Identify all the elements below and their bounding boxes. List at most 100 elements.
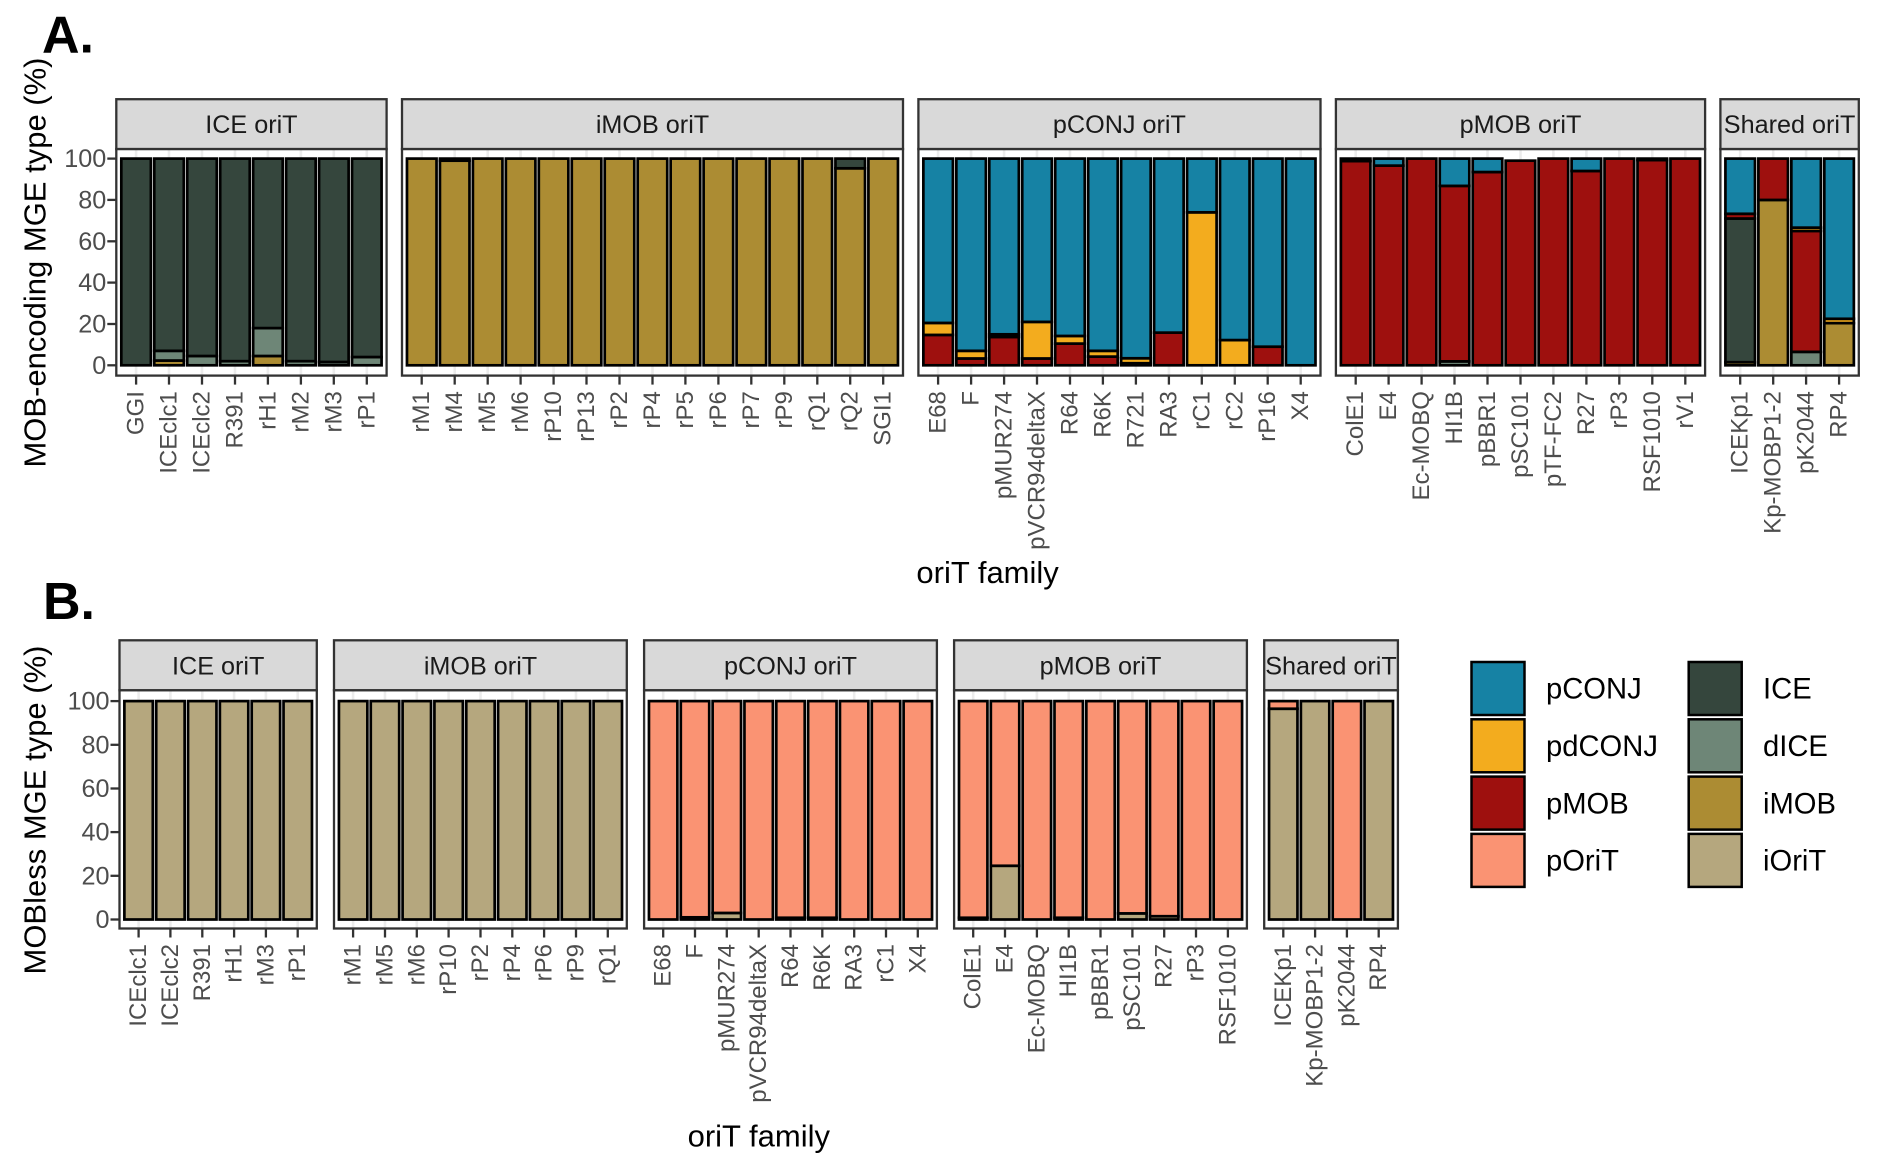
svg-text:HI1B: HI1B bbox=[1055, 944, 1082, 997]
svg-text:ICEKp1: ICEKp1 bbox=[1727, 391, 1754, 474]
svg-text:F: F bbox=[681, 944, 708, 959]
svg-text:Shared oriT: Shared oriT bbox=[1265, 652, 1397, 680]
svg-text:pTF-FC2: pTF-FC2 bbox=[1540, 391, 1567, 487]
svg-text:rQ1: rQ1 bbox=[594, 944, 621, 984]
svg-text:rP16: rP16 bbox=[1254, 391, 1281, 442]
svg-text:40: 40 bbox=[81, 819, 109, 847]
svg-text:iMOB oriT: iMOB oriT bbox=[424, 652, 537, 680]
svg-text:pdCONJ: pdCONJ bbox=[1546, 731, 1658, 763]
svg-text:ColE1: ColE1 bbox=[960, 944, 987, 1009]
svg-text:rP6: rP6 bbox=[705, 391, 732, 428]
svg-text:rQ2: rQ2 bbox=[837, 391, 864, 431]
svg-text:ICEclc2: ICEclc2 bbox=[188, 391, 215, 474]
svg-text:rP6: rP6 bbox=[531, 944, 558, 981]
svg-text:ICEKp1: ICEKp1 bbox=[1270, 944, 1297, 1027]
svg-text:ICEclc2: ICEclc2 bbox=[157, 944, 184, 1027]
svg-text:RA3: RA3 bbox=[1155, 391, 1182, 438]
svg-text:pMOB oriT: pMOB oriT bbox=[1040, 652, 1162, 680]
svg-text:pK2044: pK2044 bbox=[1333, 944, 1360, 1027]
svg-text:rV1: rV1 bbox=[1672, 391, 1699, 428]
svg-text:rM2: rM2 bbox=[287, 391, 314, 432]
svg-text:rC1: rC1 bbox=[872, 944, 899, 983]
svg-text:pSC101: pSC101 bbox=[1119, 944, 1146, 1031]
svg-text:rP1: rP1 bbox=[284, 944, 311, 981]
svg-text:60: 60 bbox=[78, 228, 106, 256]
svg-text:pBBR1: pBBR1 bbox=[1474, 391, 1501, 467]
svg-text:rM3: rM3 bbox=[320, 391, 347, 432]
svg-text:rM5: rM5 bbox=[371, 944, 398, 985]
svg-text:dICE: dICE bbox=[1763, 731, 1828, 763]
svg-text:rM1: rM1 bbox=[340, 944, 367, 985]
svg-text:MOBless MGE type (%): MOBless MGE type (%) bbox=[18, 646, 53, 975]
svg-text:pMOB oriT: pMOB oriT bbox=[1460, 111, 1582, 139]
svg-text:rM1: rM1 bbox=[408, 391, 435, 432]
svg-text:R27: R27 bbox=[1573, 391, 1600, 435]
svg-text:0: 0 bbox=[92, 352, 106, 380]
svg-text:ICEclc1: ICEclc1 bbox=[125, 944, 152, 1027]
svg-text:rP10: rP10 bbox=[540, 391, 567, 442]
svg-text:ICE: ICE bbox=[1763, 674, 1812, 706]
svg-text:40: 40 bbox=[78, 269, 106, 297]
svg-text:rP3: rP3 bbox=[1606, 391, 1633, 428]
svg-text:ICE oriT: ICE oriT bbox=[205, 111, 297, 139]
svg-text:oriT family: oriT family bbox=[688, 1119, 831, 1154]
svg-text:Kp-MOBP1-2: Kp-MOBP1-2 bbox=[1302, 944, 1329, 1087]
svg-text:ICEclc1: ICEclc1 bbox=[155, 391, 182, 474]
svg-text:RSF1010: RSF1010 bbox=[1639, 391, 1666, 492]
svg-text:rP9: rP9 bbox=[562, 944, 589, 981]
svg-text:pBBR1: pBBR1 bbox=[1087, 944, 1114, 1020]
svg-text:F: F bbox=[958, 391, 985, 406]
svg-text:R64: R64 bbox=[1056, 391, 1083, 435]
svg-text:rP5: rP5 bbox=[672, 391, 699, 428]
svg-text:rP4: rP4 bbox=[639, 391, 666, 428]
svg-text:rP9: rP9 bbox=[771, 391, 798, 428]
svg-text:rP1: rP1 bbox=[353, 391, 380, 428]
svg-text:20: 20 bbox=[78, 311, 106, 339]
svg-text:rM6: rM6 bbox=[403, 944, 430, 985]
svg-text:rP3: rP3 bbox=[1182, 944, 1209, 981]
svg-text:rP4: rP4 bbox=[499, 944, 526, 981]
svg-text:iOriT: iOriT bbox=[1763, 846, 1826, 878]
svg-text:X4: X4 bbox=[1287, 391, 1314, 420]
svg-text:pMUR274: pMUR274 bbox=[713, 944, 740, 1052]
svg-text:R721: R721 bbox=[1122, 391, 1149, 448]
svg-text:rP2: rP2 bbox=[467, 944, 494, 981]
svg-text:20: 20 bbox=[81, 862, 109, 890]
svg-text:MOB-encoding MGE type (%): MOB-encoding MGE type (%) bbox=[18, 57, 53, 467]
svg-text:oriT family: oriT family bbox=[916, 555, 1059, 590]
svg-text:R27: R27 bbox=[1151, 944, 1178, 988]
svg-text:iMOB oriT: iMOB oriT bbox=[596, 111, 709, 139]
svg-text:rH1: rH1 bbox=[221, 944, 248, 983]
svg-text:Ec-MOBQ: Ec-MOBQ bbox=[1023, 944, 1050, 1053]
svg-text:pVCR94deltaX: pVCR94deltaX bbox=[1023, 391, 1050, 550]
svg-text:R6K: R6K bbox=[809, 944, 836, 991]
svg-text:rC1: rC1 bbox=[1188, 391, 1215, 430]
svg-text:pMUR274: pMUR274 bbox=[991, 391, 1018, 499]
svg-text:pCONJ oriT: pCONJ oriT bbox=[1053, 111, 1186, 139]
svg-text:R391: R391 bbox=[221, 391, 248, 448]
svg-text:E68: E68 bbox=[925, 391, 952, 434]
svg-text:E4: E4 bbox=[1375, 391, 1402, 420]
svg-text:rP13: rP13 bbox=[573, 391, 600, 442]
svg-text:rP10: rP10 bbox=[435, 944, 462, 995]
svg-text:100: 100 bbox=[67, 688, 109, 716]
svg-text:rM4: rM4 bbox=[441, 391, 468, 432]
svg-text:SGI1: SGI1 bbox=[870, 391, 897, 446]
svg-text:GGI: GGI bbox=[123, 391, 150, 435]
svg-text:R391: R391 bbox=[189, 944, 216, 1001]
svg-text:Ec-MOBQ: Ec-MOBQ bbox=[1408, 391, 1435, 500]
svg-text:80: 80 bbox=[81, 731, 109, 759]
svg-text:E68: E68 bbox=[650, 944, 677, 987]
svg-text:ICE oriT: ICE oriT bbox=[172, 652, 264, 680]
svg-text:100: 100 bbox=[64, 145, 106, 173]
svg-text:rM6: rM6 bbox=[507, 391, 534, 432]
svg-text:rP2: rP2 bbox=[606, 391, 633, 428]
svg-text:80: 80 bbox=[78, 186, 106, 214]
svg-text:rM5: rM5 bbox=[474, 391, 501, 432]
svg-text:R64: R64 bbox=[777, 944, 804, 988]
svg-text:rQ1: rQ1 bbox=[804, 391, 831, 431]
svg-text:pVCR94deltaX: pVCR94deltaX bbox=[745, 944, 772, 1103]
svg-text:HI1B: HI1B bbox=[1441, 391, 1468, 444]
svg-text:pCONJ: pCONJ bbox=[1546, 674, 1642, 706]
svg-text:X4: X4 bbox=[904, 944, 931, 973]
